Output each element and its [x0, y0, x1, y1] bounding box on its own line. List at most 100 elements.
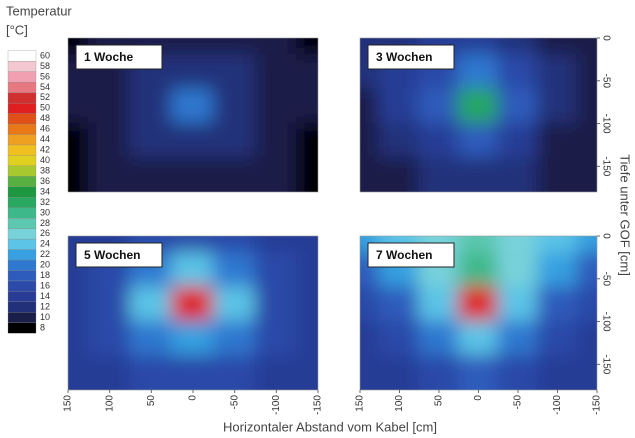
- cell: [296, 252, 318, 289]
- legend-swatch: [7, 113, 37, 125]
- x-tick-label: 50: [146, 395, 157, 407]
- cell: [296, 54, 318, 91]
- y-tick-label: -50: [600, 272, 611, 287]
- cell: [254, 354, 299, 390]
- cell: [457, 252, 500, 289]
- cell: [378, 286, 421, 323]
- legend-swatch: [7, 82, 37, 93]
- legend-swatch: [7, 155, 37, 166]
- legend-label: 42: [40, 145, 50, 155]
- cell: [497, 156, 539, 192]
- cell: [87, 286, 132, 323]
- y-tick-label: -50: [600, 74, 611, 89]
- cell: [360, 156, 381, 192]
- cell: [296, 38, 318, 57]
- cell: [129, 122, 174, 159]
- cell: [87, 122, 132, 159]
- legend-label: 50: [40, 103, 50, 113]
- legend-label: 48: [40, 113, 50, 123]
- cell: [171, 54, 215, 91]
- cell: [360, 286, 381, 323]
- cell: [296, 354, 318, 390]
- cell: [212, 88, 257, 125]
- legend-swatch: [7, 280, 37, 292]
- legend-swatch: [7, 207, 37, 219]
- legend-swatch: [7, 259, 37, 271]
- x-tick-label: -150: [592, 395, 603, 415]
- cell: [171, 122, 215, 159]
- cell: [254, 320, 299, 357]
- panel: [68, 236, 318, 390]
- x-tick-label: 50: [434, 395, 445, 407]
- cell: [360, 354, 381, 390]
- legend-label: 14: [40, 291, 50, 301]
- x-tick-label: -100: [271, 395, 282, 415]
- legend-label: 44: [40, 134, 50, 144]
- legend-swatch: [7, 238, 37, 250]
- cell: [418, 122, 460, 159]
- title-box: [75, 242, 163, 268]
- panel-frame: [359, 37, 598, 193]
- cell: [497, 252, 539, 289]
- title-box: [367, 242, 455, 268]
- cell: [536, 252, 579, 289]
- panel: [360, 236, 597, 390]
- cell: [418, 88, 460, 125]
- cell: [576, 236, 597, 255]
- y-tick-label: 0: [600, 35, 611, 41]
- legend-swatch: [7, 291, 37, 302]
- cell: [296, 236, 318, 255]
- legend-label: 40: [40, 155, 50, 165]
- legend-swatch: [7, 301, 37, 313]
- cell: [378, 320, 421, 357]
- legend-swatch: [7, 228, 37, 240]
- legend-swatch: [7, 102, 37, 114]
- legend-label: 60: [40, 50, 50, 60]
- cell: [296, 320, 318, 357]
- cell: [536, 122, 579, 159]
- cell: [457, 156, 500, 192]
- legend-label: 32: [40, 197, 50, 207]
- x-tick-label: 0: [188, 395, 199, 401]
- x-axis-label: Horizontaler Abstand vom Kabel [cm]: [223, 419, 437, 434]
- cell: [418, 354, 460, 390]
- cell: [296, 286, 318, 323]
- legend-label: 18: [40, 270, 50, 280]
- cell: [296, 88, 318, 125]
- cell: [68, 286, 90, 323]
- cell: [457, 88, 500, 125]
- legend-swatch: [7, 144, 37, 156]
- cell: [497, 354, 539, 390]
- cell: [418, 320, 460, 357]
- legend-swatch: [7, 50, 37, 62]
- legend-swatch: [7, 218, 37, 229]
- cell: [68, 354, 90, 390]
- legend-label: 36: [40, 176, 50, 186]
- cell: [457, 354, 500, 390]
- cell: [171, 286, 215, 323]
- cell: [418, 156, 460, 192]
- legend-label: 54: [40, 82, 50, 92]
- cell: [129, 286, 174, 323]
- heatmap: [360, 38, 597, 192]
- cell: [536, 320, 579, 357]
- cell: [457, 286, 500, 323]
- legend-swatch: [7, 61, 37, 72]
- cell: [212, 156, 257, 192]
- x-tick-label: -50: [513, 395, 524, 410]
- cell: [457, 38, 500, 57]
- panel-frame: [67, 37, 319, 193]
- cell: [418, 286, 460, 323]
- cell: [497, 54, 539, 91]
- cell: [171, 38, 215, 57]
- panel: [68, 38, 318, 192]
- legend-label: 30: [40, 207, 50, 217]
- cell: [360, 88, 381, 125]
- panel-title: 7 Wochen: [376, 248, 432, 262]
- legend-swatch: [7, 312, 37, 323]
- cell: [68, 88, 90, 125]
- cell: [576, 320, 597, 357]
- x-tick-label: 150: [355, 395, 366, 412]
- x-tick-label: 100: [394, 395, 405, 412]
